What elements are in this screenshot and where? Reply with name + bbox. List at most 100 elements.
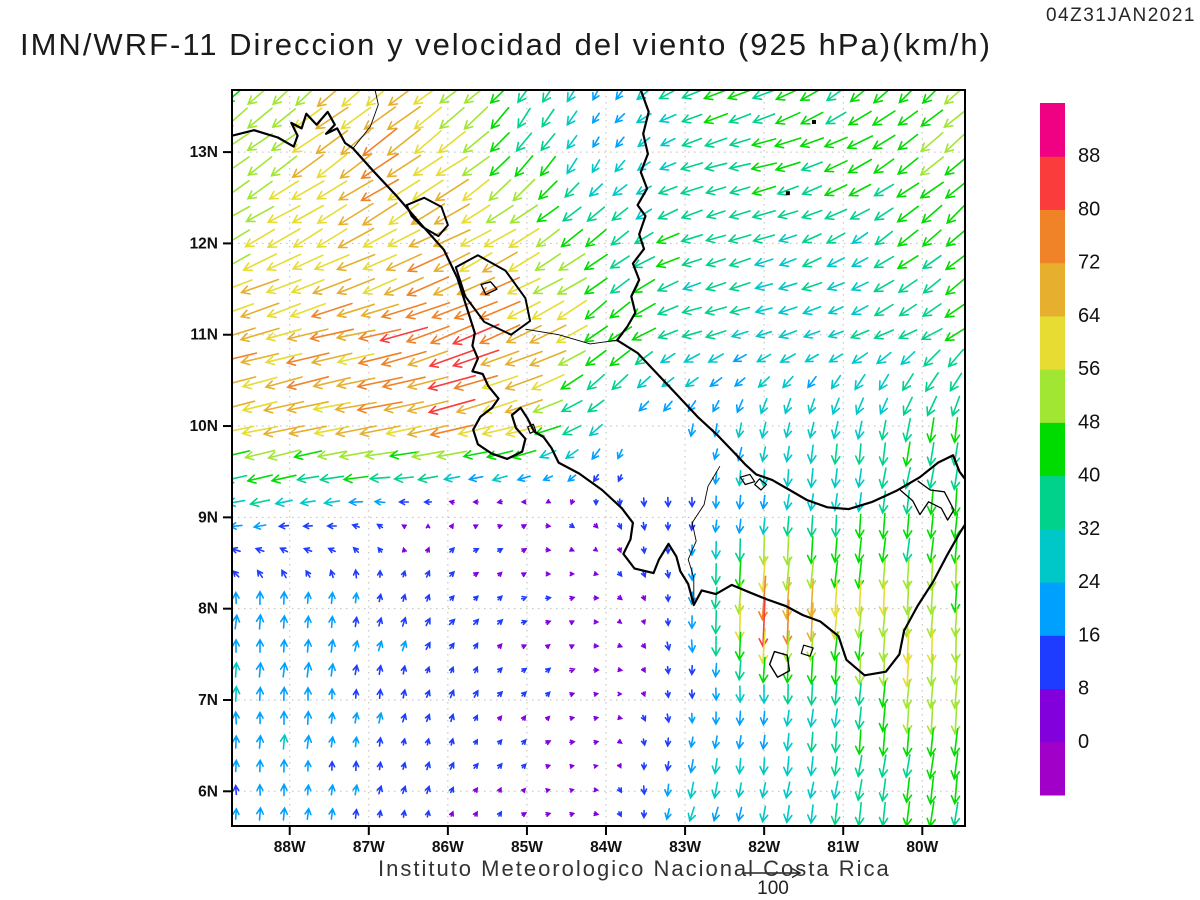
wind-vector — [800, 161, 823, 172]
wind-vector — [807, 804, 817, 825]
wind-vector — [827, 306, 844, 315]
wind-vector — [703, 137, 728, 148]
wind-vector — [659, 352, 676, 364]
wind-vector — [588, 423, 603, 437]
wind-vector — [593, 595, 600, 601]
wind-vector — [460, 204, 491, 224]
wind-vector — [617, 715, 624, 720]
chart-title: IMN/WRF-11 Direccion y velocidad del vie… — [20, 27, 992, 62]
wind-vector — [424, 689, 431, 698]
bocas-island-1 — [739, 473, 756, 486]
wind-vector — [616, 787, 622, 794]
wind-vector — [232, 497, 246, 507]
wind-vector — [776, 185, 799, 196]
wind-vector — [944, 181, 965, 199]
wind-vector — [806, 515, 817, 538]
x-tick-label: 88W — [274, 839, 306, 856]
wind-vector — [352, 615, 360, 628]
wind-vector — [920, 109, 944, 127]
reference-vector-value: 100 — [757, 878, 789, 899]
wind-vector — [532, 277, 563, 295]
wind-vector — [926, 417, 937, 444]
wind-vector — [376, 760, 384, 771]
wind-vector — [277, 522, 290, 530]
wind-vector — [400, 761, 407, 770]
wind-vector — [854, 513, 865, 540]
wind-vector — [497, 524, 504, 529]
wind-vector — [463, 90, 483, 104]
wind-vector — [266, 228, 301, 249]
wind-vector — [902, 628, 913, 665]
wind-vector — [508, 228, 540, 249]
wind-vector — [271, 90, 290, 106]
wind-vector — [496, 643, 503, 650]
wind-vector — [564, 182, 580, 199]
wind-vector — [704, 330, 727, 340]
san-andres-island — [785, 191, 790, 196]
wind-vector — [774, 111, 801, 125]
wind-vector — [504, 374, 543, 391]
wind-vector — [874, 230, 894, 246]
wind-vector — [830, 631, 841, 662]
wind-vector — [255, 590, 265, 605]
wind-vector — [711, 562, 721, 586]
wind-vector — [584, 349, 607, 367]
wind-vector — [873, 303, 894, 317]
wind-vector — [316, 90, 338, 108]
wind-vector — [681, 90, 703, 100]
wind-vector — [898, 303, 917, 317]
wind-vector — [591, 448, 601, 461]
wind-vector — [640, 570, 647, 579]
wind-vector — [255, 686, 265, 702]
wind-vector — [609, 278, 630, 294]
wind-vector — [457, 425, 494, 438]
wind-vector — [950, 583, 961, 614]
wind-vector — [506, 277, 541, 295]
colorbar-label: 8 — [1078, 678, 1089, 700]
wind-vector — [656, 305, 679, 316]
wind-vector — [544, 643, 551, 650]
wind-vector — [386, 105, 421, 131]
wind-vector — [286, 328, 329, 342]
wind-vector — [247, 156, 273, 177]
wind-vector — [802, 329, 821, 339]
wind-vector — [750, 138, 777, 148]
wind-vector — [383, 276, 424, 296]
wind-vector — [340, 106, 372, 130]
wind-vector — [424, 665, 431, 674]
ometepe-island — [480, 281, 498, 296]
border-costa-rica-panama — [687, 465, 721, 605]
wind-vector — [337, 202, 374, 226]
wind-vector — [569, 715, 576, 721]
wind-vector — [804, 353, 820, 363]
wind-vector — [871, 134, 896, 150]
colorbar-label: 88 — [1078, 145, 1100, 167]
wind-vector — [520, 619, 529, 626]
wind-vector — [352, 783, 360, 796]
wind-vector — [640, 521, 647, 532]
wind-vector — [497, 547, 504, 554]
wind-vector — [593, 691, 600, 697]
wind-vector — [448, 665, 455, 674]
wind-vector — [593, 619, 600, 625]
wind-vector — [872, 90, 890, 104]
wind-vector — [309, 328, 355, 342]
wind-vector — [412, 155, 443, 177]
wind-vector — [664, 521, 672, 532]
wind-vector — [687, 615, 697, 630]
wind-vector — [950, 679, 961, 710]
wind-vector — [751, 210, 776, 220]
wind-vector — [712, 471, 720, 486]
wind-vector — [681, 281, 702, 292]
wind-vector — [496, 499, 503, 505]
wind-vector — [424, 809, 431, 818]
wind-vector — [782, 576, 792, 621]
wind-vector — [593, 571, 599, 576]
wind-vector — [583, 253, 608, 271]
wind-vector — [265, 253, 302, 271]
wind-vector — [950, 801, 961, 826]
wind-vector — [327, 547, 336, 554]
wind-vector — [878, 653, 889, 688]
wind-vector — [878, 512, 889, 541]
wind-vector — [615, 136, 625, 149]
